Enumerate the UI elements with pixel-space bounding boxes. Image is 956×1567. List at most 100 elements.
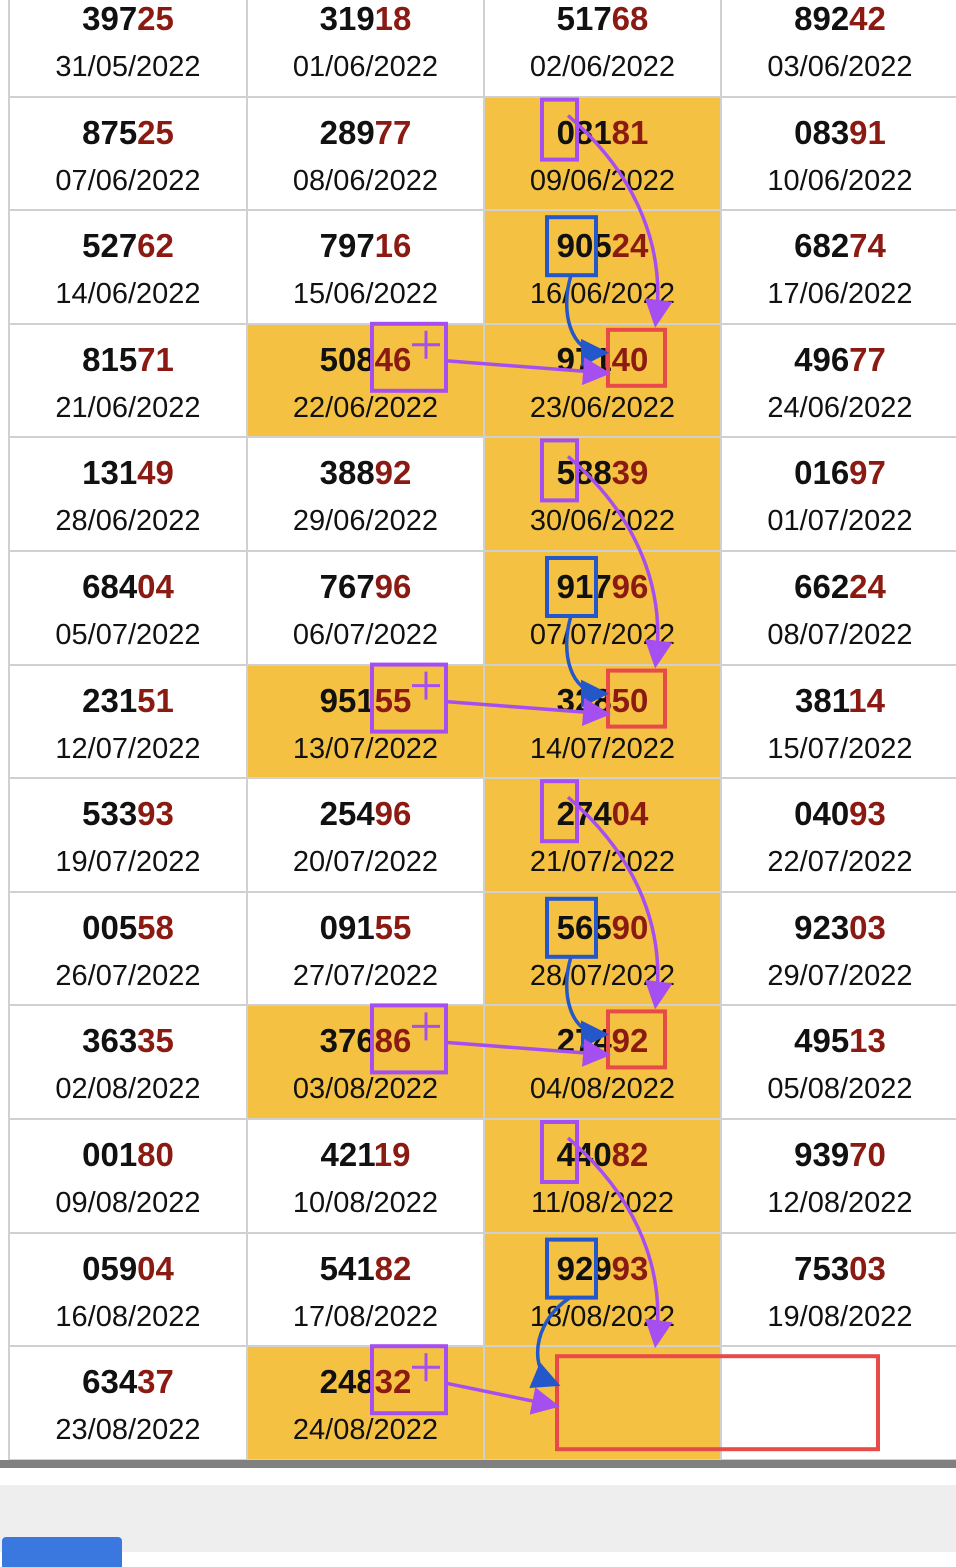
table-cell	[485, 1347, 722, 1461]
number-tail: 39	[611, 454, 649, 492]
result-number: 63437	[10, 1363, 246, 1401]
number-tail: 46	[374, 340, 412, 378]
result-date: 12/08/2022	[767, 1187, 913, 1219]
result-date: 29/06/2022	[292, 505, 439, 538]
number-tail: 55	[374, 681, 412, 719]
result-date: 16/08/2022	[55, 1300, 201, 1333]
number-tail: 55	[374, 908, 412, 946]
number-tail: 92	[374, 454, 412, 492]
result-number: 27492	[485, 1022, 720, 1060]
table-left-border	[8, 0, 10, 1460]
number-head: 040	[794, 795, 850, 833]
number-tail: 90	[611, 908, 649, 946]
result-number: 53393	[10, 795, 246, 833]
result-number: 79716	[248, 227, 483, 265]
table-cell: 66224 08/07/2022	[722, 552, 956, 666]
result-number: 36335	[10, 1022, 246, 1060]
number-tail: 93	[611, 1249, 649, 1287]
number-head: 527	[82, 227, 138, 265]
table-cell: 44082 11/08/2022	[485, 1120, 722, 1234]
table-cell: 90524 16/06/2022	[485, 211, 722, 325]
number-head: 231	[82, 681, 138, 719]
number-head: 328	[556, 681, 612, 719]
number-head: 939	[794, 1136, 850, 1173]
result-date: 05/07/2022	[55, 619, 201, 651]
number-tail: 93	[849, 795, 886, 833]
result-number: 28977	[248, 114, 483, 152]
number-head: 081	[556, 113, 612, 151]
result-number: 49513	[722, 1022, 956, 1060]
table-cell: 27404 21/07/2022	[485, 779, 722, 893]
number-tail: 24	[611, 227, 649, 265]
number-head: 363	[82, 1022, 138, 1060]
table-cell: 97140 23/06/2022	[485, 324, 722, 439]
table-cell: 36335 02/08/2022	[10, 1006, 248, 1120]
table-cell: 93970 12/08/2022	[722, 1120, 956, 1234]
number-tail: 71	[137, 340, 174, 378]
result-number: 00558	[10, 909, 246, 947]
table-cell: 32850 14/07/2022	[485, 665, 722, 780]
number-tail: 03	[849, 1249, 886, 1287]
number-head: 248	[319, 1363, 375, 1401]
table-cell: 08391 10/06/2022	[722, 98, 956, 212]
number-tail: 77	[374, 113, 412, 151]
table-cell: 28977 08/06/2022	[248, 97, 485, 212]
number-tail: 74	[849, 227, 886, 265]
number-tail: 91	[849, 113, 886, 151]
result-date: 20/07/2022	[292, 846, 439, 879]
number-head: 016	[794, 454, 850, 492]
number-head: 083	[794, 113, 850, 151]
footer-area	[0, 1485, 956, 1567]
number-tail: 77	[849, 340, 886, 378]
result-number: 38114	[722, 682, 956, 720]
result-number: 49677	[722, 341, 956, 379]
result-number: 66224	[722, 568, 956, 606]
number-head: 541	[319, 1249, 375, 1287]
table-cell: 53393 19/07/2022	[10, 779, 248, 893]
number-head: 059	[82, 1249, 138, 1287]
result-date: 02/08/2022	[55, 1073, 201, 1106]
table-cell: 79716 15/06/2022	[248, 211, 485, 325]
number-head: 533	[82, 795, 138, 833]
result-date: 03/06/2022	[767, 51, 913, 83]
table-cell: 51768 02/06/2022	[485, 0, 722, 98]
result-date: 31/05/2022	[55, 51, 201, 83]
number-head: 892	[794, 0, 850, 37]
result-date: 12/07/2022	[55, 732, 201, 765]
result-date: 22/06/2022	[292, 391, 439, 424]
number-tail: 40	[611, 340, 649, 378]
number-tail: 19	[373, 1136, 411, 1173]
result-date: 24/08/2022	[292, 1414, 439, 1447]
result-date: 30/06/2022	[529, 505, 676, 538]
number-tail: 18	[374, 0, 412, 37]
result-date: 02/06/2022	[529, 51, 676, 83]
table-cell: 75303 19/08/2022	[722, 1234, 956, 1348]
table-cell: 89242 03/06/2022	[722, 0, 956, 98]
table-cell	[722, 1347, 956, 1461]
number-tail: 14	[848, 681, 885, 719]
number-head: 495	[794, 1022, 850, 1060]
result-date: 17/06/2022	[767, 278, 913, 311]
number-tail: 04	[137, 568, 174, 605]
result-date: 29/07/2022	[767, 959, 913, 992]
result-date: 08/07/2022	[767, 619, 913, 651]
number-head: 091	[319, 908, 375, 946]
result-date: 01/07/2022	[767, 505, 913, 538]
table-cell: 23151 12/07/2022	[10, 665, 248, 780]
result-date: 27/07/2022	[292, 959, 439, 992]
result-number: 93970	[722, 1136, 956, 1174]
table-cell: 68404 05/07/2022	[10, 552, 248, 666]
result-date: 28/06/2022	[55, 505, 201, 538]
number-tail: 32	[374, 1363, 412, 1401]
number-head: 496	[794, 340, 850, 378]
table-bottom-divider	[0, 1460, 956, 1468]
result-date: 21/07/2022	[529, 846, 676, 879]
result-number: 56590	[485, 909, 720, 947]
number-tail: 16	[374, 227, 412, 265]
number-head: 001	[82, 1136, 138, 1173]
result-number: 51768	[485, 0, 720, 38]
result-number: 13149	[10, 454, 246, 492]
footer-button[interactable]	[2, 1537, 122, 1567]
result-date: 08/06/2022	[292, 164, 439, 197]
